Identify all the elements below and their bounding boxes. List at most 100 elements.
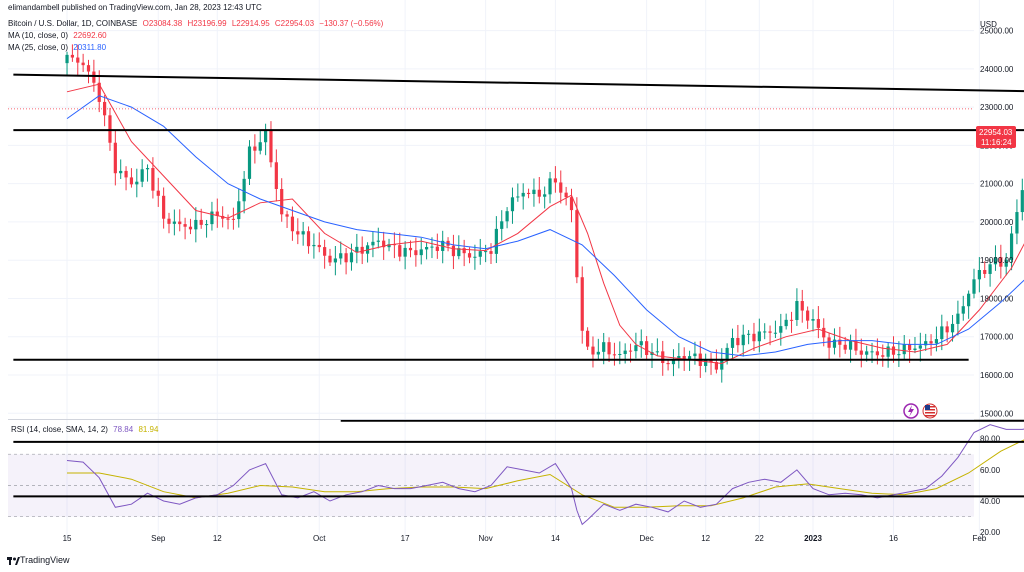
candle-body [344,253,348,263]
candle-body [983,269,987,274]
candle-body [285,214,289,217]
ma25-legend[interactable]: MA (25, close, 0) 20311.80 [8,43,109,53]
candle-body [580,277,584,331]
candle-body [752,333,756,342]
candle-body [618,354,622,356]
candle-body [65,54,69,64]
candle-body [800,301,804,311]
time-tick-label: 12 [701,534,710,543]
candle-body [832,339,837,348]
time-axis[interactable]: 15 Sep 12 Oct 17 Nov 14 Dec 12 22 2023 16 Feb [63,534,987,543]
candle-body [280,189,284,215]
candle-body [591,346,595,355]
price-tick-label: 19000.00 [980,256,1014,265]
time-tick-label: Dec [640,534,654,543]
time-tick-label: 12 [213,534,222,543]
candle-body [537,189,541,197]
candle-body [687,356,692,361]
candle-body [135,181,139,185]
rsi-legend[interactable]: RSI (14, close, SMA, 14, 2) 78.84 81.94 [11,425,161,435]
candle-body [720,359,724,370]
candle-body [414,250,418,256]
candle-body [398,245,402,257]
price-axis[interactable]: 15000.00 16000.00 17000.00 18000.00 19000.00… [980,27,1014,538]
candle-body [902,344,906,355]
candle-body [709,360,713,363]
candle-body [376,240,380,242]
currency-label: USD [980,20,997,29]
candle-body [419,249,423,256]
candle-body [86,65,91,72]
candle-body [382,240,386,248]
candle-body [714,362,718,370]
ohlc-low: L22914.95 [231,19,270,28]
price-tick-label: 16000.00 [980,371,1014,380]
candle-body [677,356,681,360]
candle-body [929,341,933,344]
rsi-line [66,424,1024,526]
candle-body [167,218,171,224]
tradingview-logo-icon[interactable] [7,557,20,565]
candle-body [226,218,230,220]
candle-body [97,82,101,102]
candle-body [843,344,847,350]
candle-body [897,354,901,356]
ma25-line [66,95,1024,357]
candle-body [999,257,1003,267]
candle-body [264,129,268,143]
candle-body [162,195,166,219]
price-tick-label: 20000.00 [980,218,1014,227]
us-flag-icon[interactable] [922,403,938,419]
candle-body [489,251,493,254]
candle-body [349,252,354,263]
candle-body [333,258,337,263]
price-tick-label: 18000.00 [980,294,1014,303]
candle-body [430,246,434,248]
time-tick-label: 15 [63,534,72,543]
candle-body [119,170,123,174]
candle-body [1009,233,1014,260]
ma10-label: MA (10, close, 0) [8,31,69,40]
candle-body [328,255,332,263]
candle-body [612,354,617,356]
candle-body [763,331,767,333]
candle-body [1004,259,1008,267]
candle-body [693,353,697,357]
candle-body [628,350,633,352]
rsi-ma-value: 81.94 [138,425,159,434]
candle-body [1020,190,1024,213]
ohlc-high: H23196.99 [187,19,227,28]
candle-body [484,251,488,253]
last-price-label: 22954.03 [979,128,1013,137]
candle-body [312,244,316,247]
rsi-pane[interactable] [8,419,1024,526]
time-tick-label: Feb [972,534,986,543]
symbol-name[interactable]: Bitcoin / U.S. Dollar, 1D, COINBASE [8,19,138,28]
candle-body [199,219,203,225]
candle-body [124,170,128,178]
candle-body [290,216,295,232]
rsi-tick-label: 40.00 [980,497,1001,506]
candle-body [113,142,117,174]
candle-body [671,359,676,365]
candle-body [548,178,552,195]
candle-body [178,221,182,225]
rsi-label: RSI (14, close, SMA, 14, 2) [11,425,108,434]
candle-body [569,197,574,211]
candle-body [296,231,300,235]
price-tick-label: 15000.00 [980,409,1014,418]
price-tick-label: 25000.00 [980,27,1014,36]
candle-body [784,319,788,327]
candle-body [371,241,375,246]
candle-body [886,346,890,357]
ma10-legend[interactable]: MA (10, close, 0) 22692.60 [8,31,110,41]
tradingview-logo[interactable]: TradingView [20,555,70,565]
candle-body [950,323,955,333]
lightning-icon[interactable] [903,403,919,419]
price-pane[interactable] [8,44,1024,383]
candle-body [156,190,160,196]
candle-body [194,219,198,230]
candle-body [848,341,853,350]
resistance-line[interactable] [13,73,1024,93]
